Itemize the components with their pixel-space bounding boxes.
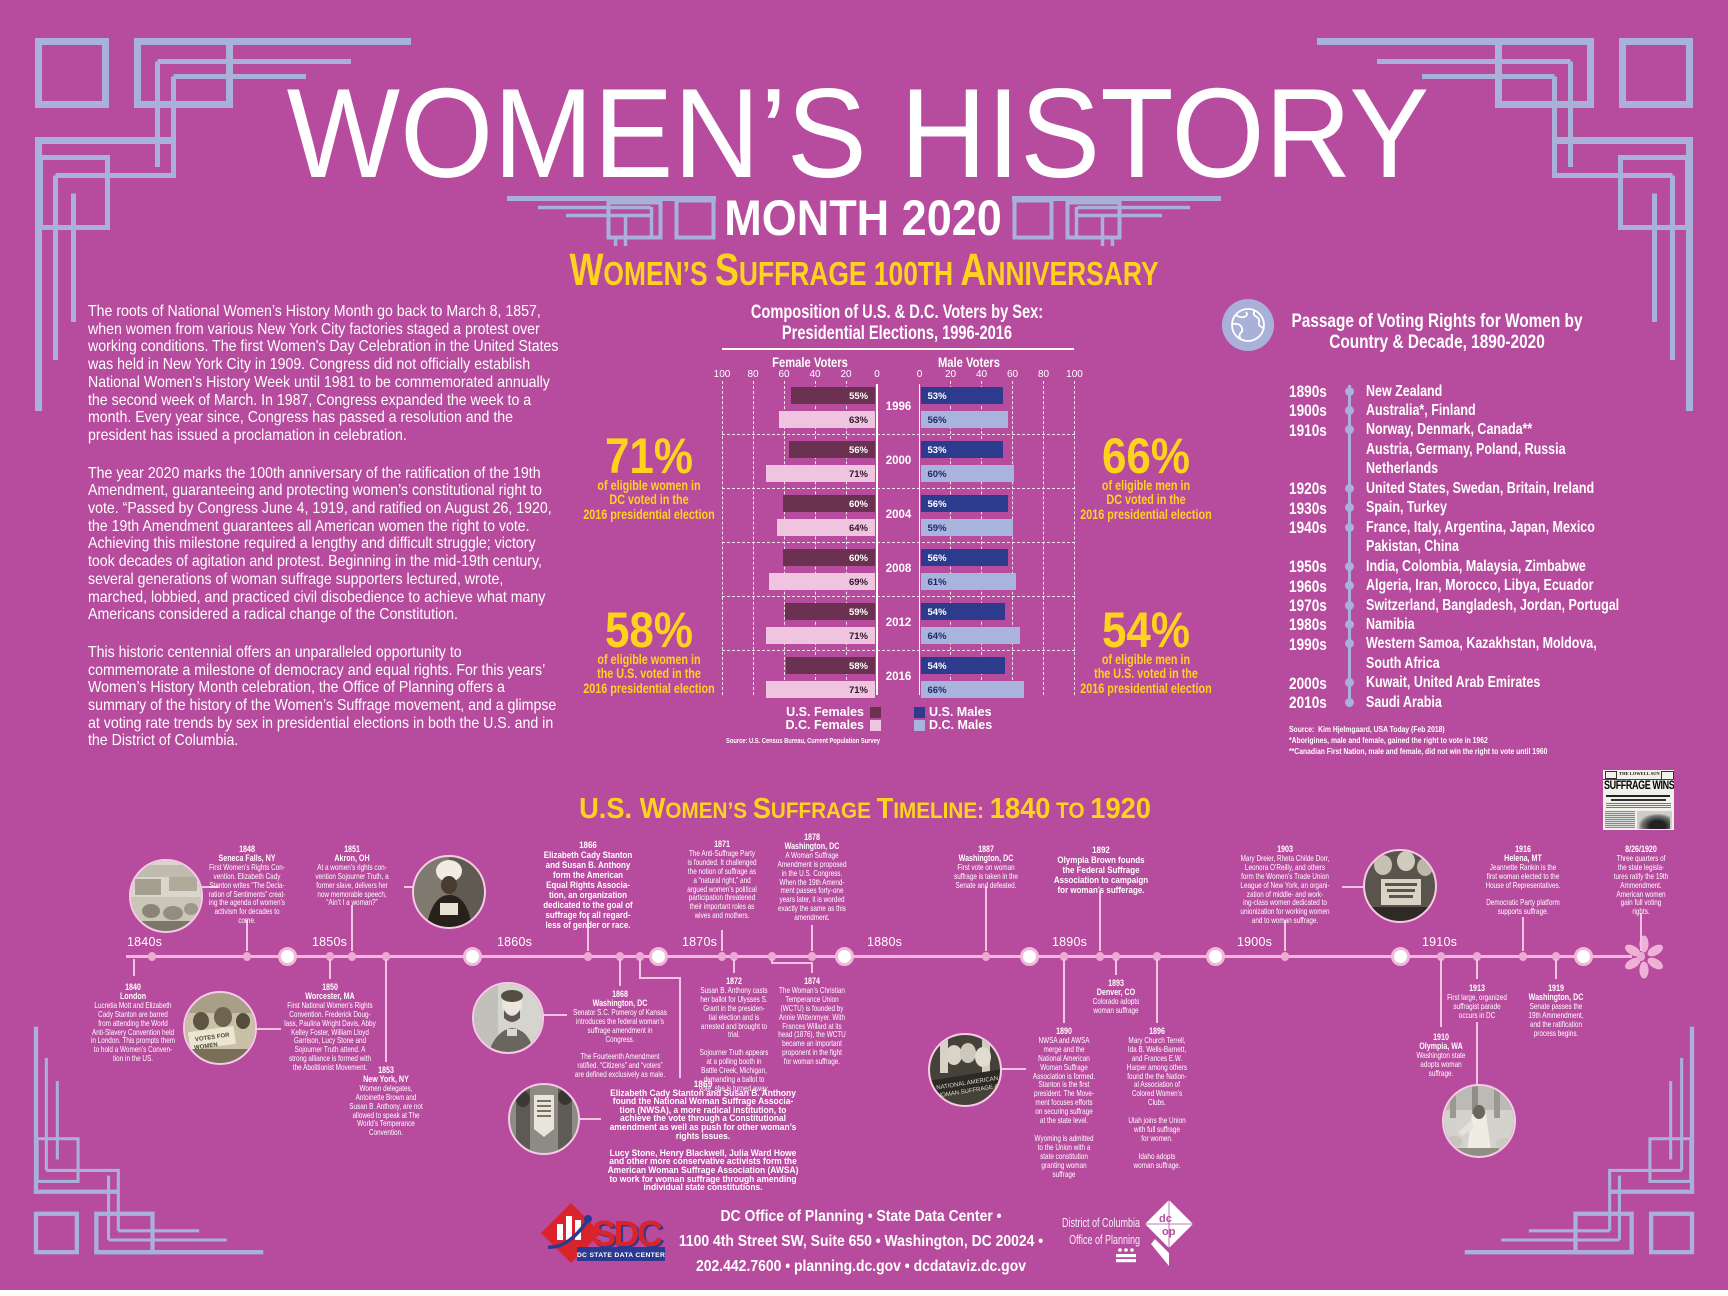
svg-text:dc: dc	[1159, 1213, 1172, 1225]
svg-text:WOMEN: WOMEN	[194, 1042, 218, 1051]
svg-text:VOTES FOR: VOTES FOR	[195, 1032, 231, 1043]
svg-text:DC STATE DATA CENTER: DC STATE DATA CENTER	[577, 1252, 665, 1259]
